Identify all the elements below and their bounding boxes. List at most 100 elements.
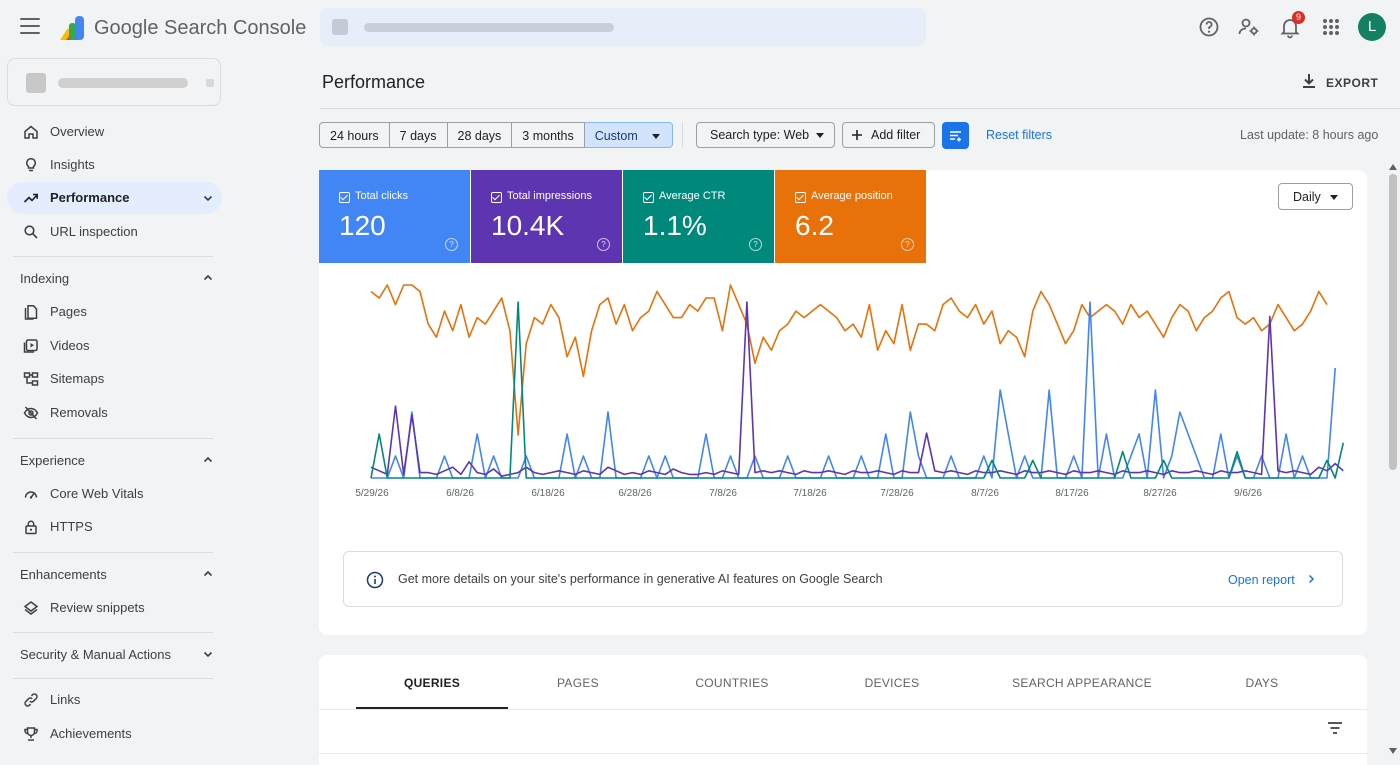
apps-grid-icon[interactable] (1319, 15, 1343, 39)
tab-devices[interactable]: DEVICES (864, 676, 920, 690)
sidebar-item-review-snippets[interactable]: Review snippets (7, 592, 222, 624)
help-icon[interactable]: ? (445, 238, 458, 251)
sitemap-icon (23, 372, 39, 386)
property-dropdown-icon (206, 79, 214, 87)
metric-average-ctr[interactable]: Average CTR 1.1%? (623, 170, 774, 263)
sidebar-item-pages[interactable]: Pages (7, 296, 222, 328)
metric-checkbox-icon[interactable] (643, 192, 654, 203)
sidebar-divider (13, 256, 213, 257)
sidebar-item-label: Pages (50, 304, 87, 319)
metric-total-clicks[interactable]: Total clicks 120? (319, 170, 470, 263)
sidebar-section-experience[interactable]: Experience (7, 444, 222, 476)
range-custom-dropdown[interactable]: Custom (584, 122, 673, 148)
sidebar-item-label: Achievements (50, 726, 132, 741)
sidebar-section-enhancements[interactable]: Enhancements (7, 558, 222, 590)
sidebar-item-https[interactable]: HTTPS (7, 511, 222, 543)
sidebar-section-indexing[interactable]: Indexing (7, 262, 222, 294)
sidebar-item-label: HTTPS (50, 519, 93, 534)
property-selector[interactable] (7, 58, 221, 106)
range-3-months[interactable]: 3 months (512, 122, 585, 148)
metric-checkbox-icon[interactable] (491, 192, 502, 203)
performance-line-chart (370, 284, 1345, 479)
filter-settings-button[interactable] (942, 122, 969, 149)
user-settings-icon[interactable] (1237, 15, 1261, 39)
caret-down-icon (816, 133, 824, 138)
sidebar-divider (13, 438, 213, 439)
help-icon[interactable] (1197, 15, 1221, 39)
search-type-dropdown[interactable]: Search type: Web (696, 122, 835, 148)
date-range-selector: 24 hours 7 days 28 days 3 months Custom (319, 122, 673, 148)
tabs-divider (319, 709, 1367, 710)
chevron-down-icon (203, 651, 213, 658)
account-avatar[interactable]: L (1358, 13, 1386, 41)
sidebar-item-overview[interactable]: Overview (7, 116, 222, 148)
reset-filters-link[interactable]: Reset filters (986, 128, 1052, 142)
scroll-down-arrow-icon[interactable] (1389, 748, 1397, 754)
plus-icon (852, 130, 862, 140)
property-favicon-redacted (26, 73, 46, 93)
metric-value: 120 (339, 210, 386, 241)
caret-down-icon (651, 134, 660, 139)
scrollbar-thumb[interactable] (1389, 174, 1397, 470)
x-tick-label: 6/28/26 (618, 488, 652, 499)
sidebar-item-removals[interactable]: Removals (7, 397, 222, 429)
metric-average-position[interactable]: Average position 6.2? (775, 170, 926, 263)
help-icon[interactable]: ? (901, 238, 914, 251)
notification-badge: 9 (1292, 11, 1305, 24)
scroll-up-arrow-icon[interactable] (1389, 164, 1397, 170)
download-icon (1303, 74, 1315, 88)
metric-checkbox-icon[interactable] (795, 192, 806, 203)
filter-rows-icon[interactable] (1327, 721, 1343, 735)
tune-icon (950, 131, 961, 142)
chevron-up-icon (203, 570, 213, 577)
tab-countries[interactable]: COUNTRIES (695, 676, 769, 690)
tab-days[interactable]: DAYS (1245, 676, 1279, 690)
sidebar-item-core-web-vitals[interactable]: Core Web Vitals (7, 478, 222, 510)
header-divider (320, 108, 1400, 109)
range-28-days[interactable]: 28 days (447, 122, 513, 148)
range-7-days[interactable]: 7 days (389, 122, 448, 148)
tab-pages[interactable]: PAGES (557, 676, 599, 690)
open-report-link[interactable]: Open report (1228, 573, 1295, 587)
sidebar-section-label: Security & Manual Actions (20, 647, 172, 662)
caret-down-icon (1330, 195, 1338, 200)
metric-value: 6.2 (795, 210, 834, 241)
sidebar-nav: Overview Insights Performance URL inspec… (0, 58, 236, 759)
metric-total-impressions[interactable]: Total impressions 10.4K? (471, 170, 622, 263)
series-line-total-impressions (370, 301, 1344, 477)
add-filter-button[interactable]: Add filter (842, 122, 935, 148)
url-inspect-search-bar[interactable] (320, 8, 926, 46)
tab-search-appearance[interactable]: SEARCH APPEARANCE (1012, 676, 1152, 690)
x-tick-label: 8/7/26 (971, 488, 999, 499)
video-icon (23, 339, 38, 353)
sidebar-item-insights[interactable]: Insights (7, 149, 222, 181)
main-menu-icon[interactable] (20, 18, 40, 34)
metric-value: 10.4K (491, 210, 565, 241)
sidebar-item-achievements[interactable]: Achievements (7, 718, 222, 750)
sidebar-item-videos[interactable]: Videos (7, 330, 222, 362)
sidebar-item-url-inspection[interactable]: URL inspection (7, 216, 222, 248)
trophy-icon (24, 727, 38, 741)
series-line-total-clicks (371, 301, 1336, 479)
layers-icon (23, 601, 39, 615)
help-icon[interactable]: ? (749, 238, 762, 251)
home-icon (24, 125, 38, 139)
info-icon (366, 571, 384, 589)
chevron-right-icon[interactable] (1306, 574, 1316, 584)
sidebar-section-security[interactable]: Security & Manual Actions (7, 638, 222, 670)
granularity-dropdown[interactable]: Daily (1278, 183, 1353, 210)
range-24-hours[interactable]: 24 hours (319, 122, 390, 148)
export-label: EXPORT (1326, 76, 1379, 90)
sidebar-item-performance[interactable]: Performance (7, 182, 222, 214)
tab-queries[interactable]: QUERIES (403, 676, 461, 690)
page-scrollbar[interactable] (1386, 162, 1400, 759)
metric-value: 1.1% (643, 210, 707, 241)
notifications-button[interactable]: 9 (1278, 11, 1305, 39)
sidebar-item-sitemaps[interactable]: Sitemaps (7, 363, 222, 395)
sidebar-section-label: Experience (20, 453, 86, 468)
metric-checkbox-icon[interactable] (339, 192, 350, 203)
help-icon[interactable]: ? (597, 238, 610, 251)
property-name-redacted (58, 78, 188, 88)
sidebar-item-label: Sitemaps (50, 371, 105, 386)
sidebar-item-links[interactable]: Links (7, 684, 222, 716)
